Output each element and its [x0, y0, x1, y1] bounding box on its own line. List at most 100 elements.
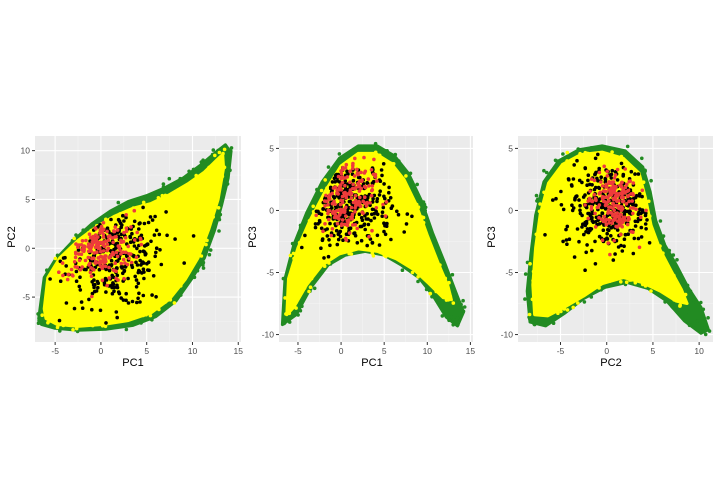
series-3-point [612, 238, 616, 243]
series-2-point [124, 215, 128, 220]
series-3-point [617, 223, 622, 228]
series-0-point [534, 193, 539, 198]
series-3-point [597, 191, 602, 196]
series-2-point [72, 306, 77, 311]
series-2-point [380, 214, 385, 218]
series-3-point [356, 184, 361, 189]
series-3-point [611, 218, 616, 223]
series-2-point [636, 236, 641, 241]
series-3-point [330, 201, 335, 206]
series-2-point [132, 219, 137, 224]
series-0-point [180, 180, 184, 185]
series-0-point [49, 324, 54, 329]
series-1-point [533, 299, 537, 304]
series-3-point [103, 264, 108, 269]
series-1-point [534, 270, 538, 274]
series-1-point [649, 289, 653, 293]
series-2-point [593, 185, 598, 190]
series-2-point [328, 185, 333, 190]
series-2-point [645, 218, 649, 222]
series-0-point [582, 300, 587, 304]
series-0-point [667, 248, 672, 253]
series-0-point [178, 176, 182, 181]
series-3-point [363, 169, 368, 174]
series-1-point [141, 313, 146, 318]
series-0-point [625, 154, 629, 159]
series-2-point [48, 277, 52, 281]
series-3-point [105, 242, 110, 247]
series-1-point [578, 151, 582, 156]
series-3-point [80, 265, 84, 269]
series-2-point [594, 170, 598, 175]
series-0-point [523, 297, 527, 301]
series-1-point [208, 217, 213, 221]
series-2-point [96, 281, 100, 286]
series-3-point [335, 221, 340, 226]
series-0-point [192, 275, 197, 280]
series-2-point [621, 172, 626, 177]
series-3-point [375, 179, 379, 183]
y-tick-label: 0 [508, 205, 513, 215]
series-1-point [325, 186, 329, 190]
series-2-point [130, 231, 134, 236]
series-2-point [600, 204, 604, 208]
series-3-point [333, 185, 338, 189]
series-1-point [571, 305, 575, 310]
series-1-point [610, 150, 614, 154]
series-2-point [137, 291, 141, 296]
series-0-point [167, 176, 172, 181]
series-3-point [351, 223, 355, 227]
x-tick-label: 10 [694, 346, 704, 356]
series-0-point [456, 320, 461, 324]
series-3-point [101, 232, 106, 237]
series-1-region [531, 150, 689, 318]
y-tick-label: -5 [505, 268, 513, 278]
series-2-point [590, 211, 595, 216]
series-1-point [176, 188, 181, 192]
series-2-point [611, 258, 616, 262]
series-2-point [639, 235, 644, 239]
series-3-point [122, 230, 126, 235]
series-3-point [343, 176, 347, 180]
series-2-point [121, 265, 125, 269]
series-1-point [194, 173, 198, 178]
series-3-point [617, 204, 621, 208]
series-2-point [619, 243, 623, 248]
series-2-point [584, 250, 588, 255]
series-1-point [296, 296, 300, 300]
series-2-point [561, 207, 566, 212]
series-2-point [585, 183, 589, 187]
series-1-point [663, 259, 667, 264]
series-0-point [349, 149, 354, 153]
series-1-point [661, 251, 665, 255]
series-2-point [119, 296, 123, 300]
series-1-point [322, 264, 327, 269]
series-1-point [531, 278, 535, 283]
series-2-point [385, 221, 389, 226]
series-1-point [294, 306, 298, 310]
series-1-point [216, 206, 221, 210]
series-3-point [95, 250, 99, 254]
series-3-point [631, 206, 636, 210]
series-2-point [334, 205, 339, 210]
series-3-point [134, 255, 139, 260]
series-2-point [110, 291, 115, 296]
x-tick-label: 10 [423, 346, 433, 356]
series-3-point [101, 249, 106, 253]
series-3-point [344, 205, 348, 210]
series-2-point [322, 256, 326, 260]
series-1-point [576, 301, 580, 305]
series-2-point [150, 218, 155, 222]
series-3-point [112, 229, 117, 234]
series-3-point [370, 184, 375, 188]
series-1-point [553, 307, 558, 312]
series-0-point [113, 208, 118, 212]
series-3-point [614, 224, 618, 229]
series-2-point [331, 195, 336, 199]
series-2-point [351, 178, 356, 183]
series-1-point [213, 153, 217, 158]
series-2-point [154, 295, 158, 299]
series-2-point [600, 211, 604, 215]
series-1-point [303, 283, 308, 287]
series-2-point [77, 284, 82, 289]
